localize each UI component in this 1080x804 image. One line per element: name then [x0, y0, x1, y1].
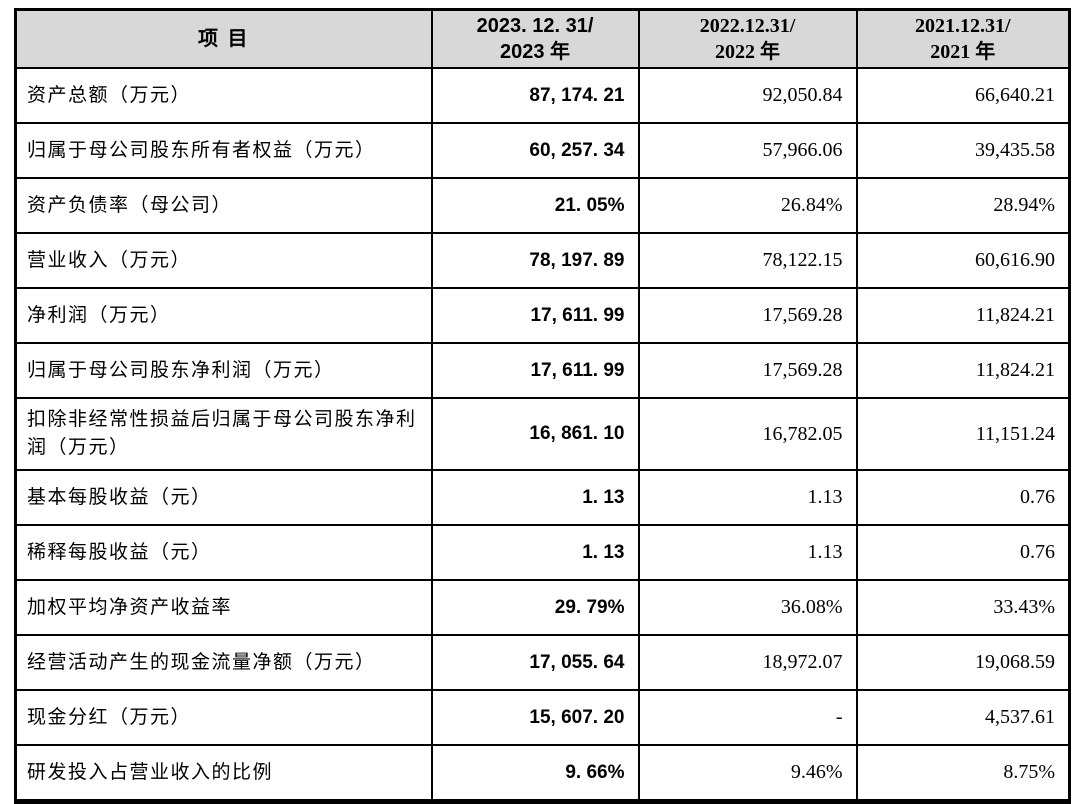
value-2023: 9. 66% [430, 744, 640, 803]
value-2023: 1. 13 [430, 524, 640, 581]
row-label: 基本每股收益（元） [14, 469, 433, 526]
value-2023: 16, 861. 10 [430, 397, 640, 471]
value-2023: 60, 257. 34 [430, 122, 640, 179]
row-label: 现金分红（万元） [14, 689, 433, 746]
header-item-label: 项 目 [197, 28, 250, 50]
value-2022: 57,966.06 [637, 122, 858, 179]
table-row: 基本每股收益（元） 1. 13 1.13 0.76 [14, 469, 1071, 526]
value-2021: 4,537.61 [855, 689, 1071, 746]
value-2021: 0.76 [855, 469, 1071, 526]
row-label: 扣除非经常性损益后归属于母公司股东净利润（万元） [14, 397, 433, 471]
header-2021-column: 2021.12.31/ 2021 年 [855, 8, 1071, 69]
row-label: 资产总额（万元） [14, 67, 433, 124]
value-2022: 9.46% [637, 744, 858, 803]
header-item-column: 项 目 [14, 8, 433, 69]
row-label: 研发投入占营业收入的比例 [14, 744, 433, 803]
value-2021: 39,435.58 [855, 122, 1071, 179]
table-row: 归属于母公司股东净利润（万元） 17, 611. 99 17,569.28 11… [14, 342, 1071, 399]
value-2022: 1.13 [637, 524, 858, 581]
table-row: 资产总额（万元） 87, 174. 21 92,050.84 66,640.21 [14, 67, 1071, 124]
value-2023: 78, 197. 89 [430, 232, 640, 289]
value-2022: 92,050.84 [637, 67, 858, 124]
value-2022: 78,122.15 [637, 232, 858, 289]
row-label: 稀释每股收益（元） [14, 524, 433, 581]
value-2022: 16,782.05 [637, 397, 858, 471]
value-2021: 8.75% [855, 744, 1071, 803]
row-label: 归属于母公司股东所有者权益（万元） [14, 122, 433, 179]
value-2023: 15, 607. 20 [430, 689, 640, 746]
value-2023: 29. 79% [430, 579, 640, 636]
value-2021: 11,824.21 [855, 287, 1071, 344]
value-2023: 17, 611. 99 [430, 287, 640, 344]
value-2023: 1. 13 [430, 469, 640, 526]
financial-summary-table: 项 目 2023. 12. 31/ 2023 年 2022.12.31/ 202… [14, 8, 1071, 804]
value-2022: 17,569.28 [637, 287, 858, 344]
table-row: 资产负债率（母公司） 21. 05% 26.84% 28.94% [14, 177, 1071, 234]
row-label: 归属于母公司股东净利润（万元） [14, 342, 433, 399]
row-label: 营业收入（万元） [14, 232, 433, 289]
financial-summary-table-container: 项 目 2023. 12. 31/ 2023 年 2022.12.31/ 202… [14, 8, 1071, 804]
table-row: 稀释每股收益（元） 1. 13 1.13 0.76 [14, 524, 1071, 581]
row-label: 经营活动产生的现金流量净额（万元） [14, 634, 433, 691]
value-2021: 11,151.24 [855, 397, 1071, 471]
value-2023: 17, 055. 64 [430, 634, 640, 691]
value-2022: 18,972.07 [637, 634, 858, 691]
value-2021: 11,824.21 [855, 342, 1071, 399]
value-2021: 60,616.90 [855, 232, 1071, 289]
header-2022-column: 2022.12.31/ 2022 年 [637, 8, 858, 69]
value-2022: 36.08% [637, 579, 858, 636]
value-2023: 21. 05% [430, 177, 640, 234]
value-2022: 26.84% [637, 177, 858, 234]
table-row: 研发投入占营业收入的比例 9. 66% 9.46% 8.75% [14, 744, 1071, 803]
table-row: 扣除非经常性损益后归属于母公司股东净利润（万元） 16, 861. 10 16,… [14, 397, 1071, 471]
row-label: 资产负债率（母公司） [14, 177, 433, 234]
value-2023: 17, 611. 99 [430, 342, 640, 399]
value-2021: 66,640.21 [855, 67, 1071, 124]
table-row: 现金分红（万元） 15, 607. 20 - 4,537.61 [14, 689, 1071, 746]
value-2021: 19,068.59 [855, 634, 1071, 691]
table-row: 经营活动产生的现金流量净额（万元） 17, 055. 64 18,972.07 … [14, 634, 1071, 691]
header-row: 项 目 2023. 12. 31/ 2023 年 2022.12.31/ 202… [14, 8, 1071, 69]
value-2022: 1.13 [637, 469, 858, 526]
row-label: 加权平均净资产收益率 [14, 579, 433, 636]
table-row: 净利润（万元） 17, 611. 99 17,569.28 11,824.21 [14, 287, 1071, 344]
value-2022: 17,569.28 [637, 342, 858, 399]
table-row: 营业收入（万元） 78, 197. 89 78,122.15 60,616.90 [14, 232, 1071, 289]
value-2021: 0.76 [855, 524, 1071, 581]
row-label: 净利润（万元） [14, 287, 433, 344]
value-2022: - [637, 689, 858, 746]
value-2021: 28.94% [855, 177, 1071, 234]
table-row: 加权平均净资产收益率 29. 79% 36.08% 33.43% [14, 579, 1071, 636]
value-2021: 33.43% [855, 579, 1071, 636]
value-2023: 87, 174. 21 [430, 67, 640, 124]
header-2023-column: 2023. 12. 31/ 2023 年 [430, 8, 640, 69]
table-row: 归属于母公司股东所有者权益（万元） 60, 257. 34 57,966.06 … [14, 122, 1071, 179]
